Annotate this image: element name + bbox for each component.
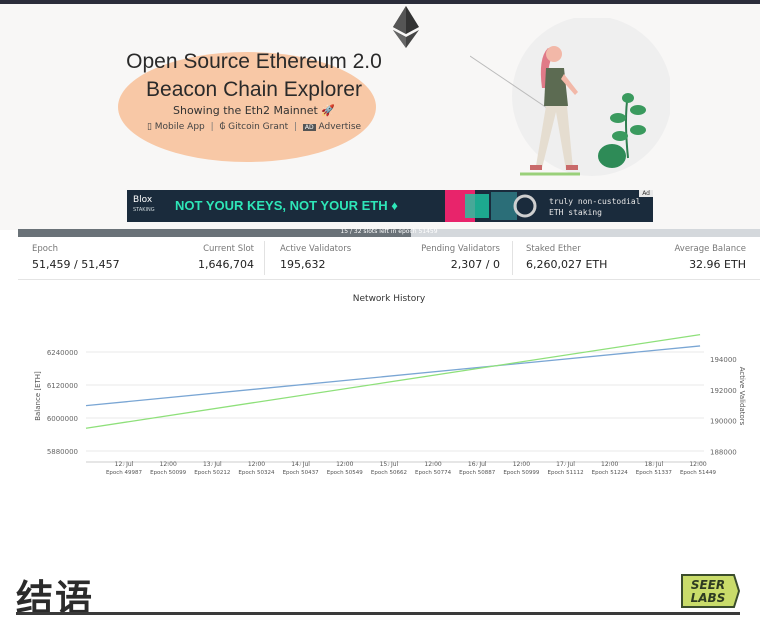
y-left-tick-label: 6240000 bbox=[47, 349, 78, 357]
stat-label: Epoch bbox=[32, 244, 59, 254]
stat-active-validators[interactable]: Active Validators 195,632 bbox=[280, 244, 351, 271]
ethereum-logo-icon[interactable] bbox=[391, 6, 421, 48]
x-tick-date-label: 12:00 bbox=[424, 461, 441, 468]
y-left-tick-label: 6120000 bbox=[47, 382, 78, 390]
x-tick-epoch-label: Epoch 50999 bbox=[503, 470, 540, 476]
hero-section: Open Source Ethereum 2.0 Beacon Chain Ex… bbox=[0, 4, 760, 230]
stat-value: 2,307 / 0 bbox=[450, 258, 500, 271]
series-line-1 bbox=[85, 345, 701, 407]
x-tick-epoch-label: Epoch 49987 bbox=[106, 470, 143, 476]
epoch-progress-text: 15 / 32 slots left in epoch 51459 bbox=[340, 228, 438, 235]
x-tick-date-label: 18. Jul bbox=[644, 461, 663, 468]
stat-label: Staked Ether bbox=[526, 244, 581, 254]
x-tick-epoch-label: Epoch 51112 bbox=[547, 470, 583, 476]
x-tick-date-label: 17. Jul bbox=[556, 461, 575, 468]
seer-labs-logo: SEER LABS bbox=[681, 574, 740, 608]
x-tick-date-label: 12:00 bbox=[601, 461, 618, 468]
y-left-axis-label: Balance [ETH] bbox=[34, 371, 42, 421]
x-tick-date-label: 12:00 bbox=[160, 461, 177, 468]
x-tick-epoch-label: Epoch 50324 bbox=[238, 470, 275, 476]
title-line-2: Beacon Chain Explorer bbox=[146, 78, 362, 101]
stat-average-balance[interactable]: Average Balance 32.96 ETH bbox=[674, 244, 746, 271]
x-tick-date-label: 13. Jul bbox=[203, 461, 222, 468]
stats-panel: Epoch 51,459 / 51,457 Current Slot 1,646… bbox=[18, 237, 760, 280]
gitcoin-grant-link[interactable]: Gitcoin Grant bbox=[228, 122, 289, 132]
stat-value: 1,646,704 bbox=[198, 258, 254, 271]
x-tick-epoch-label: Epoch 50662 bbox=[371, 470, 407, 476]
x-tick-epoch-label: Epoch 50549 bbox=[327, 470, 364, 476]
top-bar bbox=[0, 0, 760, 4]
x-tick-epoch-label: Epoch 50212 bbox=[194, 470, 230, 476]
y-left-tick-label: 6000000 bbox=[47, 415, 78, 423]
banner-artwork bbox=[445, 190, 537, 222]
y-right-tick-label: 190000 bbox=[710, 418, 737, 426]
stat-label: Current Slot bbox=[203, 244, 254, 254]
y-right-axis-label: Active Validators bbox=[738, 367, 746, 426]
ad-icon: AD bbox=[302, 124, 316, 131]
blox-brand-name: Blox bbox=[133, 195, 153, 205]
x-tick-epoch-label: Epoch 51337 bbox=[636, 470, 673, 476]
y-right-tick-label: 194000 bbox=[710, 356, 737, 364]
mobile-app-link[interactable]: Mobile App bbox=[154, 122, 205, 132]
gitcoin-icon: ₲ bbox=[219, 122, 226, 132]
blox-brand: Blox STAKING bbox=[133, 195, 155, 215]
x-tick-date-label: 12:00 bbox=[248, 461, 265, 468]
stat-epoch[interactable]: Epoch 51,459 / 51,457 bbox=[32, 244, 120, 271]
page-title: Open Source Ethereum 2.0 Beacon Chain Ex… bbox=[100, 48, 408, 104]
x-tick-date-label: 16. Jul bbox=[468, 461, 487, 468]
y-right-tick-label: 192000 bbox=[710, 387, 737, 395]
stat-staked-ether[interactable]: Staked Ether 6,260,027 ETH bbox=[526, 244, 607, 271]
x-tick-epoch-label: Epoch 50774 bbox=[415, 470, 452, 476]
stat-label: Average Balance bbox=[674, 244, 746, 254]
x-tick-date-label: 12:00 bbox=[689, 461, 706, 468]
stat-divider bbox=[512, 241, 513, 275]
link-separator: | bbox=[210, 122, 214, 132]
network-history-chart[interactable]: Network History 5880000 6000000 6120000 6240… bbox=[18, 280, 760, 478]
y-left-tick-label: 5880000 bbox=[47, 448, 78, 456]
network-subtitle: Showing the Eth2 Mainnet 🚀 bbox=[173, 104, 335, 117]
mobile-icon: ▯ bbox=[146, 122, 152, 132]
walking-person-illustration bbox=[470, 18, 670, 176]
x-tick-date-label: 12:00 bbox=[513, 461, 530, 468]
stat-divider bbox=[264, 241, 265, 275]
stat-value: 51,459 / 51,457 bbox=[32, 258, 120, 271]
conclusion-underline bbox=[16, 612, 740, 615]
x-tick-epoch-label: Epoch 50099 bbox=[150, 470, 187, 476]
banner-note-line-1: truly non-custodial bbox=[549, 197, 641, 206]
ad-label: Ad bbox=[639, 190, 653, 197]
hero-blob bbox=[118, 52, 376, 162]
banner-note: truly non-custodial ETH staking bbox=[549, 196, 641, 218]
hero-links: ▯ Mobile App | ₲ Gitcoin Grant | AD Adve… bbox=[100, 122, 408, 132]
x-tick-epoch-label: Epoch 51449 bbox=[680, 470, 717, 476]
x-tick-date-label: 12. Jul bbox=[115, 461, 134, 468]
x-tick-date-label: 14. Jul bbox=[291, 461, 310, 468]
epoch-progress-bar: 15 / 32 slots left in epoch 51459 bbox=[18, 228, 760, 237]
blox-brand-sub: STAKING bbox=[133, 207, 155, 213]
seer-logo-line-1: SEER bbox=[691, 578, 725, 592]
x-tick-epoch-label: Epoch 50887 bbox=[459, 470, 496, 476]
ad-banner[interactable]: Blox STAKING NOT YOUR KEYS, NOT YOUR ETH… bbox=[127, 190, 653, 222]
x-tick-date-label: 12:00 bbox=[336, 461, 353, 468]
seer-logo-line-2: LABS bbox=[691, 591, 726, 605]
banner-slogan: NOT YOUR KEYS, NOT YOUR ETH ♦ bbox=[175, 198, 398, 213]
stat-pending-validators[interactable]: Pending Validators 2,307 / 0 bbox=[421, 244, 500, 271]
stat-label: Pending Validators bbox=[421, 244, 500, 254]
epoch-progress-fill bbox=[18, 229, 412, 237]
stat-value: 195,632 bbox=[280, 258, 326, 271]
series-line-2 bbox=[85, 333, 701, 429]
x-tick-epoch-label: Epoch 51224 bbox=[592, 470, 629, 476]
x-tick-epoch-label: Epoch 50437 bbox=[283, 470, 320, 476]
chart-title: Network History bbox=[353, 294, 426, 304]
stat-value: 6,260,027 ETH bbox=[526, 258, 608, 271]
stat-label: Active Validators bbox=[280, 244, 352, 254]
x-tick-date-label: 15. Jul bbox=[380, 461, 399, 468]
stat-value: 32.96 ETH bbox=[689, 258, 746, 271]
advertise-link[interactable]: Advertise bbox=[318, 122, 362, 132]
network-history-card: Network History 5880000 6000000 6120000 6240… bbox=[18, 280, 760, 478]
link-separator: | bbox=[293, 122, 298, 132]
y-right-tick-label: 188000 bbox=[710, 448, 737, 456]
title-line-1: Open Source Ethereum 2.0 bbox=[126, 50, 382, 73]
banner-note-line-2: ETH staking bbox=[549, 208, 602, 217]
stat-current-slot[interactable]: Current Slot 1,646,704 bbox=[198, 244, 254, 271]
